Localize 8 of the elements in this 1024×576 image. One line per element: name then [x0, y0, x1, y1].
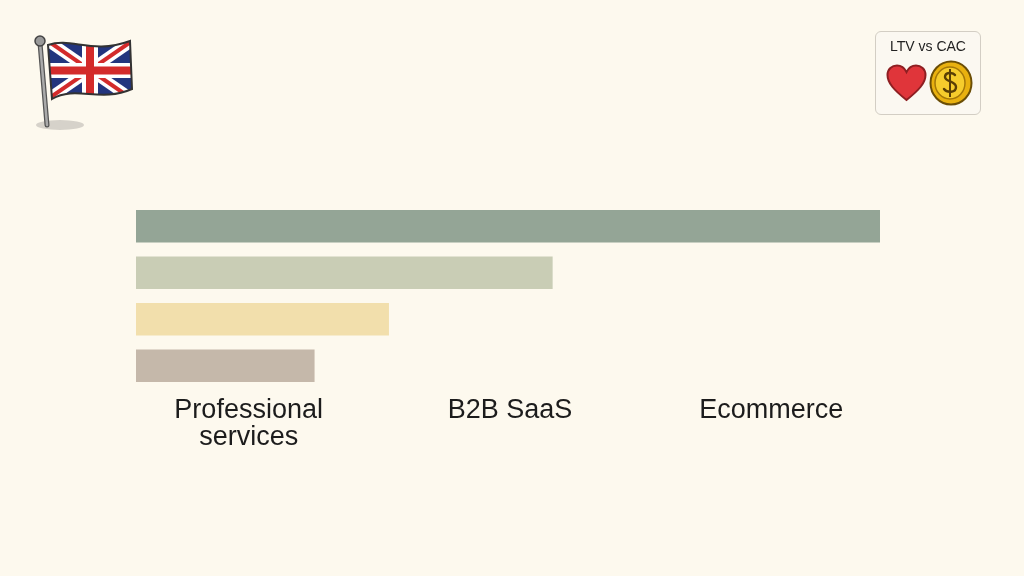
bar: [136, 209, 880, 243]
text: Ecommerce: [699, 394, 844, 426]
text: B2B SaaS: [447, 394, 573, 426]
bar: [136, 302, 389, 336]
text: LTV vs CAC: [889, 37, 967, 55]
text: Professional services: [173, 394, 324, 451]
bar: [136, 256, 553, 290]
bar: [136, 349, 315, 383]
